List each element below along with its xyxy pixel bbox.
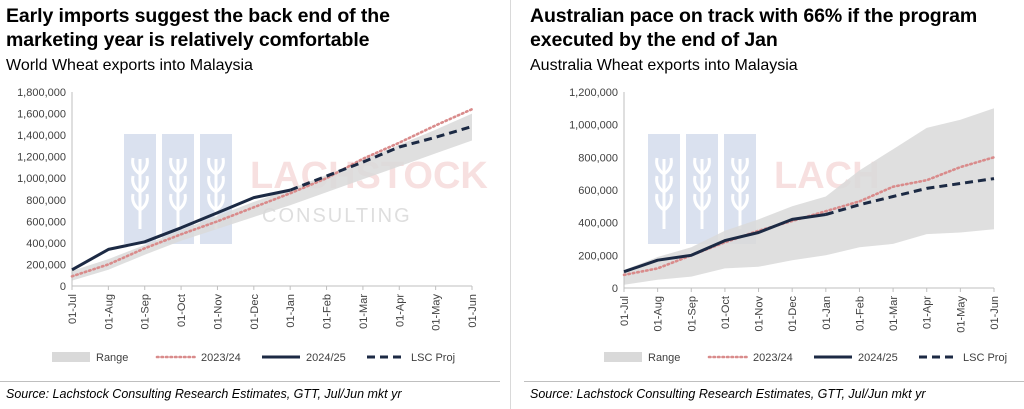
heading-line-1: Australian pace on track with 66% if the… <box>530 5 978 27</box>
y-tick-label: 1,600,000 <box>17 109 66 121</box>
x-tick-label: 01-Jun <box>467 294 479 328</box>
chart-subtitle: World Wheat exports into Malaysia <box>6 57 253 74</box>
x-tick-label: 01-Oct <box>176 294 188 327</box>
right-chart-panel: Australian pace on track with 66% if the… <box>524 0 1024 409</box>
x-tick-label: 01-Jun <box>989 296 1001 330</box>
x-tick-label: 01-Nov <box>212 294 224 330</box>
source-note: Source: Lachstock Consulting Research Es… <box>530 387 926 401</box>
y-tick-label: 400,000 <box>578 218 618 230</box>
watermark-wheat-icon <box>655 157 673 229</box>
series-line-lsc-proj <box>825 177 995 216</box>
x-tick-label: 01-Dec <box>249 294 261 330</box>
x-tick-label: 01-Feb <box>322 294 334 329</box>
x-tick-label: 01-Apr <box>394 294 406 327</box>
series-line-2023-24 <box>70 107 474 278</box>
legend-label: 2023/24 <box>753 352 793 364</box>
watermark-wheat-tile <box>686 134 718 244</box>
y-tick-label: 800,000 <box>26 195 66 207</box>
x-tick-label: 01-Aug <box>653 296 665 331</box>
watermark-wheat-tile <box>124 134 156 244</box>
left-chart-panel: Early imports suggest the back end of th… <box>0 0 500 409</box>
x-tick-label: 01-Mar <box>358 294 370 329</box>
y-tick-label: 1,800,000 <box>17 87 66 99</box>
legend-label: LSC Proj <box>411 352 455 364</box>
source-separator <box>524 381 1024 382</box>
y-tick-label: 800,000 <box>578 152 618 164</box>
source-separator <box>0 381 500 382</box>
y-tick-label: 1,200,000 <box>17 152 66 164</box>
x-tick-label: 01-Jul <box>619 296 631 326</box>
legend-label: Range <box>648 352 680 364</box>
x-tick-label: 01-Apr <box>922 296 934 329</box>
watermark-wheat-icon <box>207 157 225 229</box>
series-line-2024-25 <box>623 213 827 274</box>
legend-swatch-range <box>52 352 90 362</box>
legend-label: LSC Proj <box>963 352 1007 364</box>
legend-label: 2024/25 <box>306 352 346 364</box>
source-note: Source: Lachstock Consulting Research Es… <box>6 387 402 401</box>
y-tick-label: 1,200,000 <box>569 87 618 99</box>
legend-label: Range <box>96 352 128 364</box>
series-line-lsc-proj <box>289 125 473 192</box>
range-band <box>72 113 472 281</box>
heading-line-2: marketing year is relatively comfortable <box>6 29 370 51</box>
watermark-subtext: CONSULTING <box>262 205 412 227</box>
y-tick-label: 400,000 <box>26 238 66 250</box>
watermark-wheat-tile <box>648 134 680 244</box>
y-tick-label: 1,000,000 <box>569 120 618 132</box>
australia-exports-chart: LACH0200,000400,000600,000800,0001,000,0… <box>569 87 1007 364</box>
panel-divider <box>510 0 511 409</box>
y-tick-label: 600,000 <box>26 216 66 228</box>
watermark-wheat-icon <box>169 157 187 229</box>
chart-heading: Early imports suggest the back end of th… <box>6 4 500 52</box>
series-line-2024-25 <box>71 188 291 272</box>
y-tick-label: 0 <box>60 281 66 293</box>
y-tick-label: 0 <box>612 283 618 295</box>
watermark-wheat-icon <box>131 157 149 229</box>
x-tick-label: 01-Sep <box>686 296 698 331</box>
y-tick-label: 600,000 <box>578 185 618 197</box>
x-tick-label: 01-May <box>955 296 967 333</box>
watermark-wheat-icon <box>693 157 711 229</box>
world-exports-chart: LACHSTOCKCONSULTING0200,000400,000600,00… <box>17 87 488 364</box>
heading-line-1: Early imports suggest the back end of th… <box>6 5 390 27</box>
y-tick-label: 1,400,000 <box>17 130 66 142</box>
y-tick-label: 200,000 <box>578 250 618 262</box>
watermark-wheat-icon <box>731 157 749 229</box>
x-tick-label: 01-Dec <box>787 296 799 332</box>
range-band <box>624 108 994 285</box>
x-tick-label: 01-Oct <box>720 296 732 329</box>
x-tick-label: 01-Jul <box>67 294 79 324</box>
y-tick-label: 1,000,000 <box>17 173 66 185</box>
x-tick-label: 01-May <box>431 294 443 331</box>
legend-swatch-range <box>604 352 642 362</box>
x-tick-label: 01-Jan <box>821 296 833 330</box>
y-tick-label: 200,000 <box>26 259 66 271</box>
legend-label: 2023/24 <box>201 352 241 364</box>
legend-label: 2024/25 <box>858 352 898 364</box>
x-tick-label: 01-Sep <box>140 294 152 329</box>
x-tick-label: 01-Aug <box>103 294 115 329</box>
x-tick-label: 01-Feb <box>854 296 866 331</box>
chart-subtitle: Australia Wheat exports into Malaysia <box>530 57 798 74</box>
x-tick-label: 01-Nov <box>754 296 766 332</box>
chart-heading: Australian pace on track with 66% if the… <box>530 4 1024 52</box>
x-tick-label: 01-Jan <box>285 294 297 328</box>
x-tick-label: 01-Mar <box>888 296 900 331</box>
heading-line-2: executed by the end of Jan <box>530 29 778 51</box>
